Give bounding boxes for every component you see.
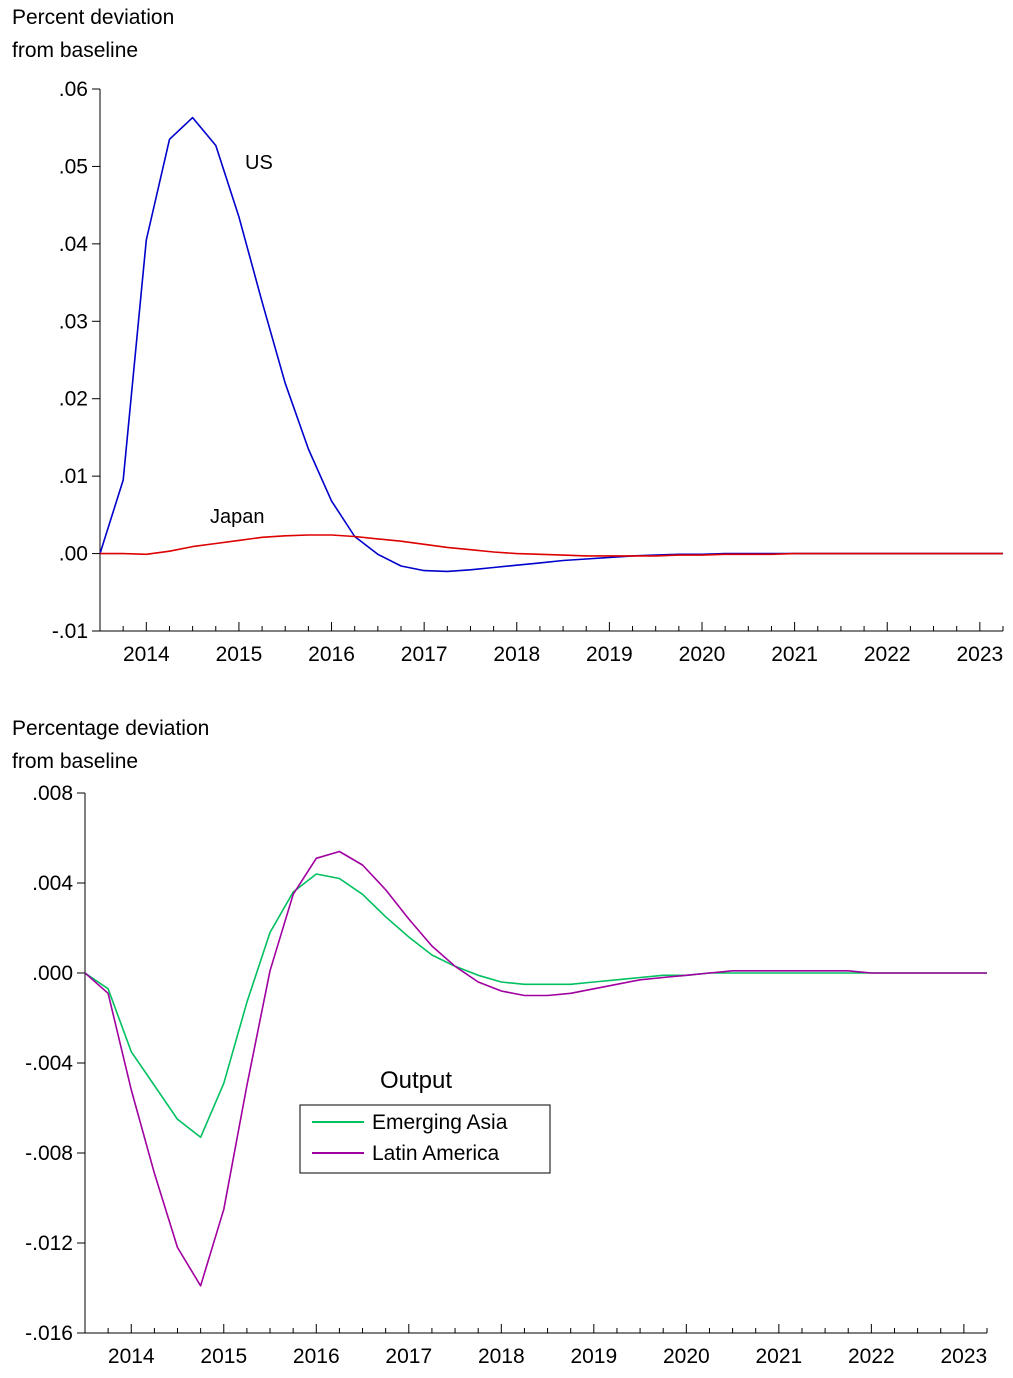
legend-label-latin-america: Latin America (372, 1142, 500, 1165)
chart-bottom-ytick-label: .008 (32, 782, 73, 805)
chart-top-series (99, 116, 1003, 573)
chart-bottom-ylabel-line-2: from baseline (12, 750, 138, 773)
chart-top-xtick-label: 2023 (956, 643, 1003, 666)
chart-top-xtick-label: 2015 (216, 643, 263, 666)
chart-top-xtick-label: 2016 (308, 643, 355, 666)
chart-top: Percent deviation from baseline -.01 .00.… (12, 6, 1004, 666)
chart-top-ytick-label: -.01 (52, 620, 88, 643)
chart-top-y-ticks: -.01 .00 .01 .02 .03 .04 .05 .06 (52, 78, 100, 643)
chart-bottom-series (84, 850, 987, 1287)
chart-top-ytick-label: .02 (59, 388, 88, 411)
series-line-latin-america (84, 850, 987, 1287)
chart-top-xtick-label: 2022 (864, 643, 911, 666)
chart-bottom-ylabel-line-1: Percentage deviation (12, 717, 209, 740)
legend-title: Output (380, 1067, 452, 1094)
chart-top-xtick-label: 2014 (123, 643, 170, 666)
chart-bottom-x-ticks: 2014 2015 2016 2017 2018 2019 2020 2021 2022 2023 (84, 1324, 988, 1368)
chart-top-xtick-label: 2019 (586, 643, 633, 666)
chart-top-ytick-label: .01 (59, 465, 88, 488)
chart-bottom-y-ticks: -.016 -.012 -.008 -.004 .000 .004 .008 (25, 782, 85, 1345)
series-line-us (99, 116, 1003, 573)
chart-bottom-xtick-label: 2018 (478, 1345, 525, 1368)
chart-top-ylabel-line-2: from baseline (12, 39, 138, 62)
chart-bottom: Percentage deviation from baseline -.016… (12, 717, 988, 1368)
chart-top-ytick-label: .06 (59, 78, 88, 101)
chart-bottom-xtick-label: 2017 (385, 1345, 432, 1368)
chart-top-x-ticks: 2014 2015 2016 2017 2018 2019 2020 2021 2022 2023 (99, 622, 1004, 666)
chart-bottom-xtick-label: 2014 (108, 1345, 155, 1368)
chart-bottom-ytick-label: .000 (32, 962, 73, 985)
chart-bottom-xtick-label: 2023 (941, 1345, 988, 1368)
legend-label-emerging-asia: Emerging Asia (372, 1111, 508, 1134)
chart-bottom-ytick-label: -.016 (25, 1322, 73, 1345)
chart-top-xtick-label: 2017 (401, 643, 448, 666)
chart-top-ytick-label: .05 (59, 155, 88, 178)
chart-bottom-xtick-label: 2019 (570, 1345, 617, 1368)
legend: Output Emerging Asia Latin America (299, 1067, 551, 1174)
chart-bottom-xtick-label: 2022 (848, 1345, 895, 1368)
chart-top-xtick-label: 2018 (493, 643, 540, 666)
chart-bottom-ytick-label: -.004 (25, 1052, 73, 1075)
chart-top-xtick-label: 2021 (771, 643, 818, 666)
series-line-japan (100, 534, 1003, 557)
annotation-us: US (245, 152, 273, 174)
chart-top-xtick-label: 2020 (679, 643, 726, 666)
chart-top-ylabel-line-1: Percent deviation (12, 6, 174, 29)
annotation-japan: Japan (210, 506, 265, 528)
chart-top-ytick-label: .04 (59, 233, 89, 256)
chart-bottom-xtick-label: 2016 (293, 1345, 340, 1368)
chart-bottom-ytick-label: -.008 (25, 1142, 73, 1165)
chart-bottom-ytick-label: -.012 (25, 1232, 73, 1255)
chart-bottom-xtick-label: 2020 (663, 1345, 710, 1368)
chart-bottom-ytick-label: .004 (32, 872, 73, 895)
chart-top-ytick-label: .00 (59, 543, 88, 566)
chart-top-ytick-label: .03 (59, 310, 88, 333)
chart-bottom-xtick-label: 2021 (755, 1345, 802, 1368)
chart-bottom-xtick-label: 2015 (200, 1345, 247, 1368)
legend-box (299, 1104, 551, 1174)
series-line-emerging-asia (84, 873, 987, 1139)
